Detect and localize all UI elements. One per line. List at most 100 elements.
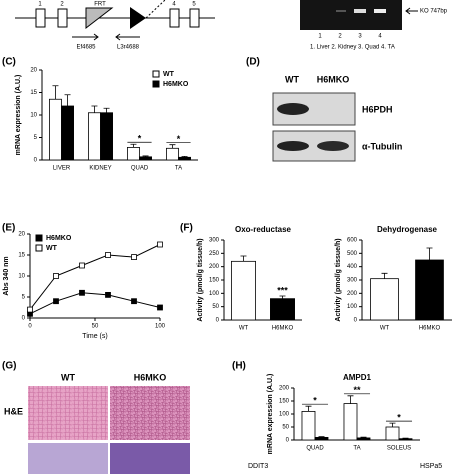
y-tick-label: 300: [209, 238, 220, 244]
gel: KO 747bp 1 2 3 4 1. Liver 2. Kidney 3. Q…: [300, 0, 448, 51]
y-tick-label: 50: [282, 425, 289, 431]
primer-label: L3r4688: [117, 45, 140, 51]
x-tick-label: H6MKO: [419, 326, 441, 332]
y-tick-label: 5: [22, 295, 26, 301]
frt-site: [85, 7, 114, 30]
blot-row: α-Tubulin: [362, 141, 402, 151]
legend-label: H6MKO: [163, 81, 189, 88]
x-tick-label: QUAD: [131, 166, 149, 172]
x-tick-label: TA: [353, 446, 360, 452]
blot-row: H6PDH: [362, 104, 393, 114]
y-tick-label: 600: [347, 238, 358, 244]
y-tick-label: 0: [22, 316, 26, 322]
bar: [231, 260, 256, 321]
bar: [61, 105, 74, 161]
marker: [157, 241, 163, 248]
legend-swatch: [152, 80, 160, 88]
significance: **: [353, 385, 361, 395]
line: [29, 292, 161, 315]
cut-off-title: DDIT3: [248, 463, 268, 470]
exon: [35, 8, 46, 28]
lane-label: 4: [378, 34, 382, 40]
y-tick-label: 200: [347, 291, 358, 297]
lane-label: 1: [318, 34, 322, 40]
blot-band: [317, 141, 349, 151]
y-tick-label: 50: [212, 304, 219, 310]
error-bar: [91, 105, 98, 113]
x-tick-label: SOLEUS: [387, 446, 411, 452]
y-tick-label: 500: [347, 251, 358, 257]
bar: [178, 156, 191, 161]
error-bar: [279, 295, 286, 299]
y-axis-label: mRNA expression (A.U.): [267, 374, 274, 455]
marker: [105, 252, 111, 258]
bar: [301, 410, 316, 441]
marker: [131, 254, 137, 261]
error-bar: [64, 94, 71, 106]
bar: [370, 278, 399, 321]
bar: [49, 98, 62, 161]
significance: *: [138, 134, 142, 144]
histology-image: [110, 386, 190, 440]
x-tick-label: 100: [155, 324, 166, 330]
error-bar: [318, 436, 325, 438]
y-tick-label: 20: [18, 232, 25, 238]
error-bar: [381, 272, 388, 279]
bar: [88, 112, 101, 161]
y-tick-label: 15: [30, 90, 37, 96]
gel-caption: 1. Liver 2. Kidney 3. Quad 4. TA: [310, 45, 395, 51]
bar: [343, 403, 358, 441]
legend-label: WT: [46, 245, 58, 252]
bar: [270, 298, 295, 321]
panel-label: (D): [246, 57, 260, 68]
gel-band: [354, 9, 366, 13]
gel-band: [374, 9, 386, 13]
line: [29, 244, 161, 310]
y-tick-label: 20: [30, 68, 37, 74]
y-tick-label: 5: [34, 135, 38, 141]
western-blot: WT H6MKO H6PDH α-Tubulin: [272, 74, 402, 162]
bar: [314, 436, 329, 441]
error-bar: [240, 255, 247, 262]
significance: *: [313, 396, 317, 406]
bar: [385, 426, 400, 441]
y-tick-label: 250: [209, 251, 220, 257]
histology-column: WT: [61, 372, 75, 382]
marker: [79, 289, 85, 296]
y-tick-label: 15: [18, 253, 25, 259]
lane-label: 3: [358, 34, 362, 40]
primer-arrow: [115, 33, 140, 41]
panel-label: (C): [2, 57, 16, 68]
bar: [127, 146, 140, 161]
blot-band: [277, 103, 309, 115]
dash: [145, 0, 166, 19]
band-label: KO 747bp: [420, 9, 448, 15]
x-tick-label: TA: [175, 166, 182, 172]
y-tick-label: 200: [209, 264, 220, 270]
exon: [169, 8, 180, 28]
y-axis-label: Activity (pmol/g tissue/h): [335, 238, 342, 321]
histology-image: [28, 386, 108, 440]
exon-label: 2: [60, 2, 64, 8]
y-tick-label: 0: [34, 158, 38, 164]
blot-column: WT: [285, 74, 299, 84]
chart-title: Dehydrogenase: [377, 225, 438, 234]
x-tick-label: 0: [28, 324, 32, 330]
marker: [53, 298, 59, 305]
y-tick-label: 10: [30, 113, 37, 119]
error-bar: [347, 395, 354, 404]
error-bar: [389, 422, 396, 427]
x-tick-label: WT: [380, 326, 390, 332]
marker: [157, 304, 163, 311]
bar: [356, 437, 371, 441]
panel-label: (E): [2, 223, 15, 234]
y-axis-label: Abs 340 nm: [3, 256, 10, 295]
error-bar: [181, 156, 188, 158]
y-tick-label: 100: [209, 291, 220, 297]
chart-title: Oxo-reductase: [235, 225, 292, 234]
significance: ***: [277, 285, 288, 295]
y-tick-label: 0: [354, 318, 358, 324]
gel-band: [336, 10, 346, 12]
x-tick-label: H6MKO: [272, 326, 294, 332]
